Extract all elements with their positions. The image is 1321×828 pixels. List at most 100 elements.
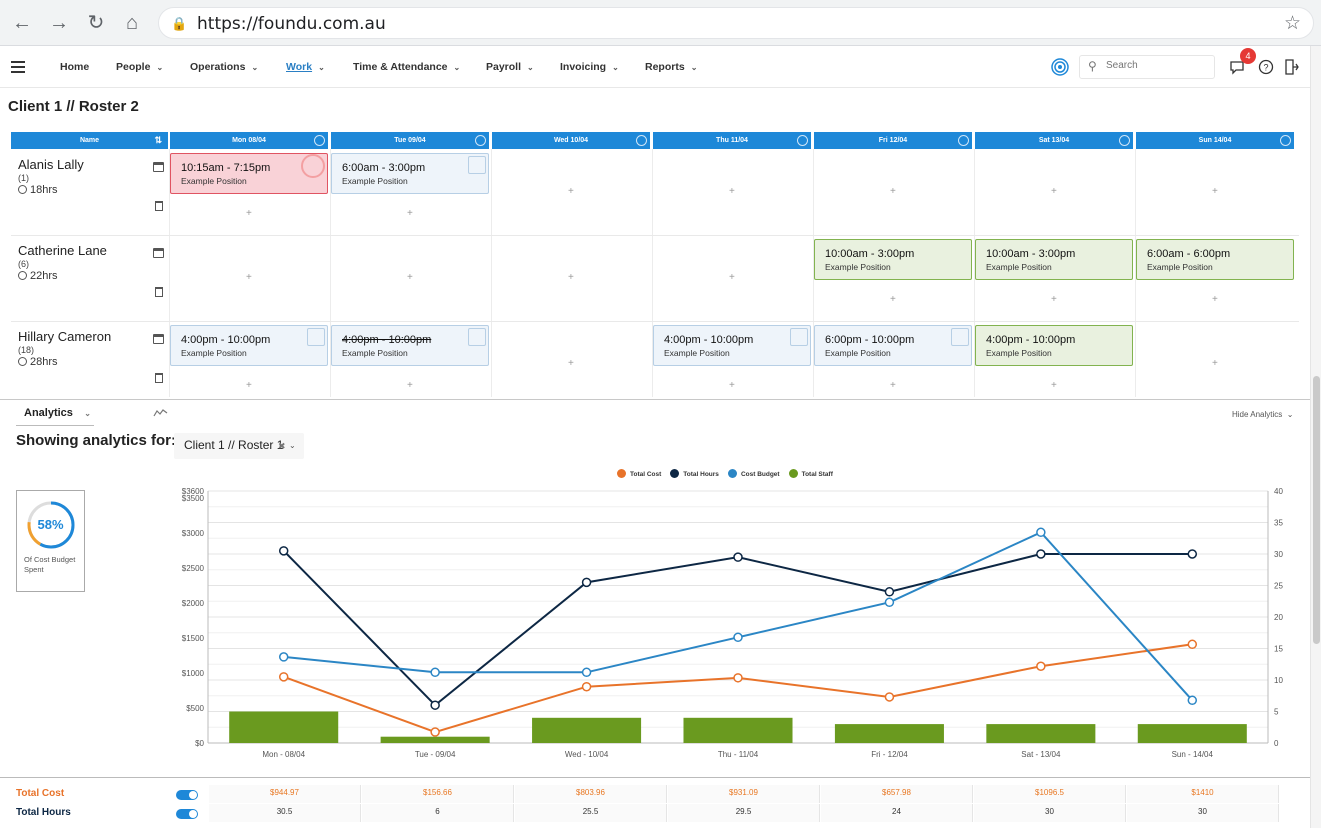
page-scrollbar[interactable]	[1310, 46, 1321, 828]
shift-card[interactable]: 4:00pm - 10:00pm Example Position	[170, 325, 328, 366]
shift-card[interactable]: 10:00am - 3:00pm Example Position	[814, 239, 972, 280]
trash-icon[interactable]	[155, 373, 163, 383]
add-shift-button[interactable]: +	[1051, 294, 1057, 305]
day-header[interactable]: Fri 12/04	[814, 132, 972, 149]
day-header[interactable]: Tue 09/04	[331, 132, 489, 149]
add-shift-button[interactable]: +	[407, 272, 413, 283]
add-shift-button[interactable]: +	[1212, 358, 1218, 369]
check-calendar-icon[interactable]	[951, 328, 969, 346]
add-shift-button[interactable]: +	[1212, 294, 1218, 305]
chat-icon[interactable]	[1229, 59, 1245, 75]
trash-icon[interactable]	[155, 287, 163, 297]
nav-item-operations[interactable]: Operations ⌄	[190, 61, 258, 73]
search-box[interactable]: ⚲	[1079, 55, 1215, 79]
add-shift-button[interactable]: +	[729, 380, 735, 391]
app-logo-icon[interactable]	[1051, 58, 1069, 76]
logout-icon[interactable]	[1283, 58, 1299, 76]
remove-icon[interactable]	[301, 154, 325, 178]
add-shift-button[interactable]: +	[729, 186, 735, 197]
view-day-icon[interactable]	[475, 135, 486, 146]
employee-name[interactable]: Catherine Lane	[18, 243, 107, 258]
calendar-icon[interactable]	[153, 334, 164, 344]
add-shift-button[interactable]: +	[729, 272, 735, 283]
add-shift-button[interactable]: +	[1212, 186, 1218, 197]
day-header[interactable]: Sun 14/04	[1136, 132, 1294, 149]
legend-item[interactable]: Total Cost	[617, 469, 661, 478]
shift-card[interactable]: 10:00am - 3:00pm Example Position	[975, 239, 1133, 280]
shift-card[interactable]: 6:00am - 3:00pm Example Position	[331, 153, 489, 194]
add-shift-button[interactable]: +	[1051, 380, 1057, 391]
check-calendar-icon[interactable]	[468, 156, 486, 174]
trash-icon[interactable]	[155, 201, 163, 211]
add-shift-button[interactable]: +	[246, 272, 252, 283]
add-shift-button[interactable]: +	[890, 186, 896, 197]
add-shift-button[interactable]: +	[246, 208, 252, 219]
day-header[interactable]: Sat 13/04	[975, 132, 1133, 149]
add-shift-button[interactable]: +	[568, 358, 574, 369]
add-shift-button[interactable]: +	[890, 294, 896, 305]
reload-icon[interactable]: ↻	[87, 12, 105, 34]
nav-item-time-attendance[interactable]: Time & Attendance ⌄	[353, 61, 460, 73]
calendar-icon[interactable]	[153, 162, 164, 172]
view-day-icon[interactable]	[314, 135, 325, 146]
check-calendar-icon[interactable]	[468, 328, 486, 346]
shift-card[interactable]: 4:00pm - 10:00pm Example Position	[331, 325, 489, 366]
add-shift-button[interactable]: +	[568, 186, 574, 197]
home-icon[interactable]: ⌂	[125, 12, 139, 34]
shift-card[interactable]: 6:00pm - 10:00pm Example Position	[814, 325, 972, 366]
forward-icon[interactable]: →	[49, 12, 69, 34]
add-shift-button[interactable]: +	[407, 380, 413, 391]
shift-card[interactable]: 4:00pm - 10:00pm Example Position	[653, 325, 811, 366]
add-shift-button[interactable]: +	[1051, 186, 1057, 197]
employee-name[interactable]: Alanis Lally	[18, 157, 84, 172]
help-icon[interactable]: ?	[1258, 59, 1274, 75]
roster-select[interactable]: Client 1 // Roster 1 ✖ ⌄	[174, 433, 304, 459]
point-total-hours	[278, 546, 289, 556]
add-shift-button[interactable]: +	[246, 380, 252, 391]
nav-item-home[interactable]: Home	[60, 61, 89, 73]
chevron-down-icon[interactable]: ⌄	[289, 441, 296, 450]
legend-item[interactable]: Cost Budget	[727, 469, 780, 478]
bookmark-star-icon[interactable]: ☆	[1283, 13, 1301, 34]
nav-item-work[interactable]: Work ⌄	[286, 61, 325, 73]
url-text[interactable]: https://foundu.com.au	[197, 14, 386, 34]
check-calendar-icon[interactable]	[790, 328, 808, 346]
calendar-icon[interactable]	[153, 248, 164, 258]
day-header[interactable]: Mon 08/04	[170, 132, 328, 149]
view-day-icon[interactable]	[1119, 135, 1130, 146]
day-header[interactable]: Thu 11/04	[653, 132, 811, 149]
nav-item-payroll[interactable]: Payroll ⌄	[486, 61, 534, 73]
check-calendar-icon[interactable]	[307, 328, 325, 346]
search-input[interactable]	[1106, 60, 1206, 71]
add-shift-button[interactable]: +	[890, 380, 896, 391]
scrollbar-thumb[interactable]	[1313, 376, 1320, 644]
add-shift-button[interactable]: +	[568, 272, 574, 283]
nav-item-people[interactable]: People ⌄	[116, 61, 163, 73]
shift-card[interactable]: 6:00am - 6:00pm Example Position	[1136, 239, 1294, 280]
shift-card[interactable]: 4:00pm - 10:00pm Example Position	[975, 325, 1133, 366]
view-day-icon[interactable]	[797, 135, 808, 146]
legend-label: Total Hours	[683, 471, 719, 478]
employee-name[interactable]: Hillary Cameron	[18, 329, 112, 344]
hide-analytics-link[interactable]: Hide Analytics ⌄	[1232, 410, 1293, 419]
legend-item[interactable]: Total Hours	[670, 469, 719, 478]
series-toggle[interactable]	[176, 790, 198, 800]
series-toggle[interactable]	[176, 809, 198, 819]
name-column-header[interactable]: Name ⇅	[11, 132, 168, 149]
nav-item-reports[interactable]: Reports ⌄	[645, 61, 697, 73]
view-day-icon[interactable]	[958, 135, 969, 146]
clear-icon[interactable]: ✖	[278, 441, 286, 451]
back-icon[interactable]: ←	[12, 12, 32, 34]
day-header[interactable]: Wed 10/04	[492, 132, 650, 149]
sort-icon[interactable]: ⇅	[154, 135, 162, 145]
add-shift-button[interactable]: +	[407, 208, 413, 219]
nav-item-invoicing[interactable]: Invoicing ⌄	[560, 61, 619, 73]
view-day-icon[interactable]	[636, 135, 647, 146]
hamburger-menu-icon[interactable]	[11, 61, 25, 73]
trend-chart-icon[interactable]	[153, 408, 168, 418]
address-bar[interactable]: 🔒 https://foundu.com.au ☆	[158, 7, 1314, 39]
shift-card[interactable]: 10:15am - 7:15pm Example Position	[170, 153, 328, 194]
analytics-tab[interactable]: Analytics ⌄	[16, 407, 94, 426]
legend-item[interactable]: Total Staff	[788, 469, 833, 478]
view-day-icon[interactable]	[1280, 135, 1291, 146]
